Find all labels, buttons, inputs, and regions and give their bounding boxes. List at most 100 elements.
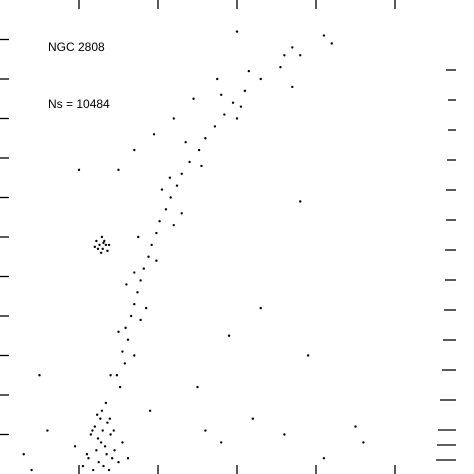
star-point — [147, 255, 150, 258]
star-point — [124, 326, 127, 330]
star-point — [92, 468, 95, 472]
star-point — [148, 409, 152, 412]
star-point — [204, 429, 207, 432]
star-point — [204, 137, 207, 140]
star-point — [123, 362, 127, 365]
star-point — [93, 245, 97, 249]
star-point — [243, 89, 247, 93]
star-point — [121, 441, 124, 444]
star-point — [97, 460, 100, 464]
star-point — [169, 196, 172, 199]
star-point — [77, 168, 81, 172]
star-point — [231, 101, 235, 104]
star-point — [259, 77, 262, 81]
star-point — [112, 429, 115, 432]
star-point — [283, 54, 286, 57]
star-point — [133, 302, 136, 306]
star-point — [322, 34, 326, 37]
star-point — [160, 188, 164, 191]
star-point — [200, 164, 203, 168]
star-point — [175, 184, 179, 187]
star-point — [121, 350, 124, 353]
star-point — [144, 306, 148, 310]
star-point — [109, 374, 112, 377]
star-point — [126, 457, 130, 460]
star-point — [99, 441, 103, 444]
star-point — [99, 417, 102, 420]
star-point — [180, 212, 183, 215]
star-count: Ns = 10484 — [48, 97, 110, 111]
star-point — [98, 243, 101, 247]
star-point — [172, 223, 175, 227]
star-point — [299, 54, 302, 57]
star-point — [299, 200, 302, 203]
star-point — [306, 354, 310, 357]
star-point — [126, 338, 130, 341]
star-point — [106, 421, 109, 424]
star-point — [137, 235, 140, 239]
star-point — [330, 42, 333, 45]
star-point — [139, 279, 142, 282]
star-point — [101, 429, 104, 432]
star-point — [117, 330, 120, 333]
star-point — [172, 117, 175, 120]
star-point — [164, 208, 168, 211]
star-point — [247, 69, 251, 73]
star-point — [102, 464, 105, 468]
star-point — [223, 113, 226, 116]
star-point — [103, 445, 107, 448]
cluster-name: NGC 2808 — [48, 40, 105, 54]
star-point — [142, 267, 145, 270]
star-point — [354, 425, 357, 428]
star-point — [152, 133, 156, 136]
star-point — [180, 172, 183, 175]
star-point — [101, 247, 104, 251]
star-point — [291, 85, 294, 89]
star-point — [46, 429, 49, 432]
star-point — [105, 453, 108, 456]
star-point — [89, 433, 93, 436]
star-point — [216, 77, 219, 81]
star-point — [93, 425, 97, 428]
star-point — [30, 468, 33, 472]
star-point — [115, 374, 119, 377]
star-point — [139, 318, 142, 322]
star-point — [95, 413, 99, 416]
star-point — [133, 354, 136, 357]
star-point — [158, 220, 161, 223]
star-point — [107, 468, 111, 472]
star-point — [239, 105, 243, 108]
star-point — [22, 453, 25, 456]
star-point — [362, 441, 365, 444]
star-point — [213, 125, 217, 128]
star-point — [38, 374, 41, 377]
star-point — [118, 385, 122, 389]
star-point — [235, 30, 239, 33]
star-point — [99, 251, 103, 254]
star-point — [188, 160, 191, 164]
star-point — [87, 457, 90, 460]
star-point — [196, 385, 199, 389]
star-point — [102, 241, 105, 245]
star-point — [259, 306, 262, 310]
star-point — [192, 97, 195, 100]
star-point — [113, 449, 116, 452]
star-point — [129, 314, 133, 318]
star-point — [109, 433, 112, 436]
star-point — [168, 176, 172, 179]
star-point — [91, 429, 94, 432]
star-point — [95, 239, 98, 243]
star-point — [73, 445, 77, 448]
star-point — [104, 401, 108, 405]
star-point — [103, 239, 106, 243]
star-point — [136, 291, 139, 294]
star-point — [133, 271, 136, 274]
star-point — [251, 417, 254, 420]
star-point — [117, 460, 120, 464]
star-point — [100, 235, 104, 239]
star-point — [220, 93, 223, 97]
star-point — [96, 437, 100, 440]
star-point — [133, 148, 136, 152]
star-point — [235, 117, 239, 120]
